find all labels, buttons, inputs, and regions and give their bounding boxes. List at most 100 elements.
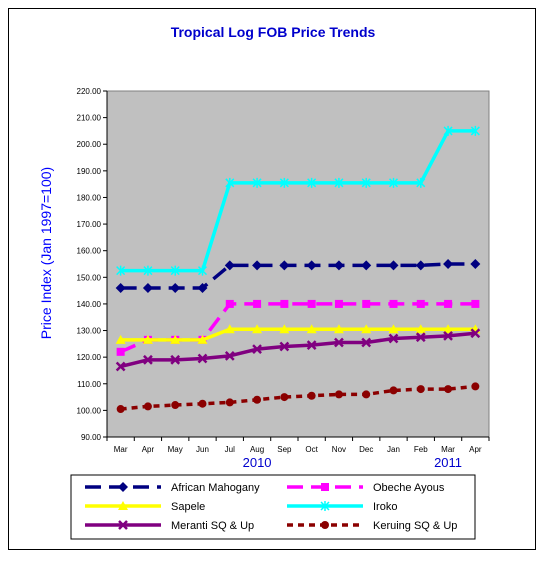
legend-label: Sapele xyxy=(171,501,205,513)
legend: African Mahogany Obeche Ayous Sapele Iroko M… xyxy=(70,474,476,540)
data-point xyxy=(252,260,263,271)
data-point xyxy=(225,177,235,188)
data-point xyxy=(444,299,453,308)
legend-marker xyxy=(321,521,329,529)
data-point xyxy=(416,177,426,188)
x-tick-label: Jun xyxy=(196,445,209,454)
data-point xyxy=(362,299,371,308)
legend-item-iroko: Iroko xyxy=(287,501,397,513)
series-meranti-sq-up xyxy=(115,328,481,372)
y-axis-label: Price Index (Jan 1997=100) xyxy=(38,167,54,339)
data-point xyxy=(416,299,425,308)
data-point xyxy=(253,395,262,404)
data-point xyxy=(116,265,126,276)
y-tick-label: 140.00 xyxy=(77,300,102,309)
data-point xyxy=(279,260,290,271)
x-tick-label: May xyxy=(168,445,183,454)
data-point xyxy=(116,347,125,356)
data-point xyxy=(306,260,317,271)
data-point xyxy=(416,385,425,394)
x-tick-label: Jan xyxy=(387,445,400,454)
data-point xyxy=(389,299,398,308)
data-point xyxy=(443,330,453,341)
data-point xyxy=(170,265,180,276)
data-point xyxy=(388,324,399,334)
data-point xyxy=(225,299,234,308)
x-tick-label: Apr xyxy=(142,445,155,454)
y-tick-label: 120.00 xyxy=(77,353,102,362)
data-point xyxy=(115,334,126,344)
data-point xyxy=(334,177,344,188)
legend-item-obeche-ayous: Obeche Ayous xyxy=(287,482,445,494)
data-point xyxy=(471,382,480,391)
x-tick-label: Mar xyxy=(114,445,128,454)
data-point xyxy=(388,260,399,271)
legend-marker xyxy=(320,501,330,511)
data-point xyxy=(307,299,316,308)
legend-label: Meranti SQ & Up xyxy=(171,520,254,532)
y-tick-label: 220.00 xyxy=(77,87,102,96)
legend-label: African Mahogany xyxy=(171,482,260,494)
chart-svg: Tropical Log FOB Price Trends Price Inde… xyxy=(38,24,490,540)
data-point xyxy=(198,399,207,408)
y-tick-label: 200.00 xyxy=(77,140,102,149)
chart-frame: Tropical Log FOB Price Trends Price Inde… xyxy=(8,8,536,550)
data-point xyxy=(280,299,289,308)
data-point xyxy=(471,299,480,308)
data-point xyxy=(333,260,344,271)
series-line xyxy=(120,327,476,342)
data-point xyxy=(115,282,126,293)
data-point xyxy=(224,350,235,361)
legend-item-keruing-sq-up: Keruing SQ & Up xyxy=(287,520,457,532)
data-point xyxy=(224,324,235,334)
series-line xyxy=(120,384,476,411)
y-tick-label: 180.00 xyxy=(77,193,102,202)
data-point xyxy=(307,177,317,188)
x-tick-label: Nov xyxy=(332,445,346,454)
data-point xyxy=(142,282,153,293)
y-tick-label: 100.00 xyxy=(77,406,102,415)
data-point xyxy=(279,341,290,352)
legend-marker xyxy=(118,501,128,510)
data-point xyxy=(197,334,208,344)
x-tick-label: Feb xyxy=(414,445,428,454)
data-point xyxy=(389,386,398,395)
data-point xyxy=(115,361,126,372)
legend-item-sapele: Sapele xyxy=(85,501,205,513)
data-point xyxy=(334,390,343,399)
plot-area: 90.00 100.00 110.00 120.00 130.00 140.00 150.0… xyxy=(77,87,490,470)
data-point xyxy=(443,324,454,334)
data-point xyxy=(142,334,153,344)
legend-label: Keruing SQ & Up xyxy=(373,520,457,532)
data-point xyxy=(143,354,153,365)
legend-label: Iroko xyxy=(373,501,397,513)
data-point xyxy=(170,282,181,293)
data-point xyxy=(334,337,344,348)
data-point xyxy=(415,324,426,334)
series-iroko xyxy=(116,125,480,276)
data-point xyxy=(307,391,316,400)
data-point xyxy=(170,334,181,344)
series-line xyxy=(120,129,476,273)
data-point xyxy=(280,393,289,402)
data-point xyxy=(444,385,453,394)
data-point xyxy=(361,337,372,348)
legend-marker xyxy=(118,520,128,530)
chart-title: Tropical Log FOB Price Trends xyxy=(171,24,376,40)
data-point xyxy=(197,282,208,293)
x-tick-label: Sep xyxy=(277,445,292,454)
y-tick-label: 190.00 xyxy=(77,167,102,176)
x-tick-label: Oct xyxy=(305,445,318,454)
data-point xyxy=(362,390,371,399)
y-tick-label: 160.00 xyxy=(77,247,102,256)
y-tick-label: 90.00 xyxy=(81,433,102,442)
series-african-mahogany xyxy=(115,259,481,293)
year-label: 2011 xyxy=(434,455,462,470)
data-point xyxy=(361,177,371,188)
data-point xyxy=(252,177,262,188)
data-point xyxy=(333,324,344,334)
x-tick-label: Mar xyxy=(441,445,455,454)
x-tick-label: Apr xyxy=(469,445,482,454)
data-point xyxy=(443,125,453,136)
data-point xyxy=(361,260,372,271)
